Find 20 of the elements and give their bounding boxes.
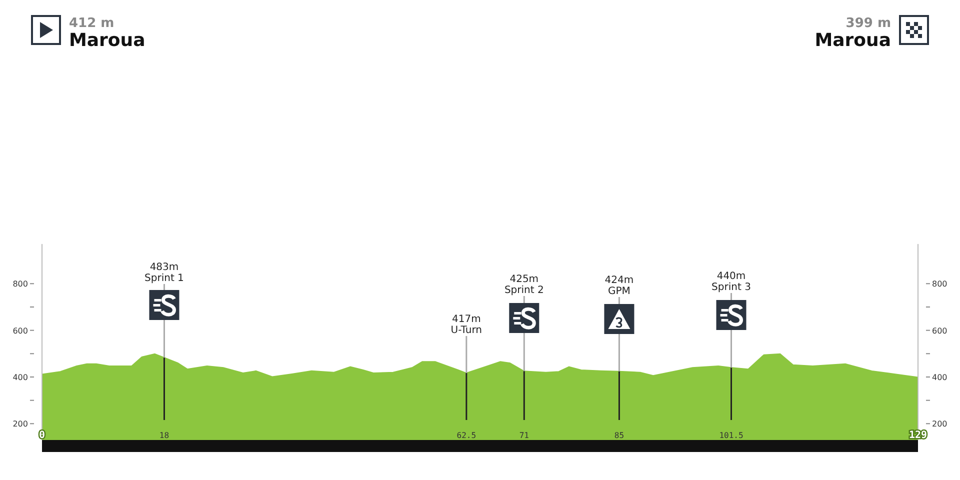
- y-tick-label: 800: [12, 280, 28, 289]
- y-tick-label: 200: [12, 420, 28, 429]
- x-tick-label: 85: [614, 431, 624, 440]
- y2-tick-label: 200: [932, 420, 948, 429]
- annotation: 483m Sprint 1: [144, 262, 184, 284]
- y2-tick-label: 400: [932, 373, 948, 382]
- text: 399 m Maroua: [814, 16, 891, 51]
- x-tick-label: 18: [159, 431, 170, 440]
- y2-tick-label: 800: [932, 280, 948, 289]
- annotation: 417m U-Turn: [450, 314, 482, 336]
- x-tick-label: 101.5: [719, 431, 744, 440]
- x-tick-label: 71: [519, 431, 530, 440]
- y-tick-label: 400: [12, 373, 28, 382]
- text: 412 m Maroua: [69, 16, 146, 51]
- y2-tick-label: 600: [932, 326, 948, 336]
- annotation: 440m Sprint 3: [712, 271, 751, 293]
- y-tick-label: 600: [12, 326, 28, 336]
- annotation: 425m Sprint 2: [504, 274, 544, 296]
- x-tick-label: 62.5: [456, 431, 476, 440]
- annotation: 424m GPM: [604, 275, 634, 297]
